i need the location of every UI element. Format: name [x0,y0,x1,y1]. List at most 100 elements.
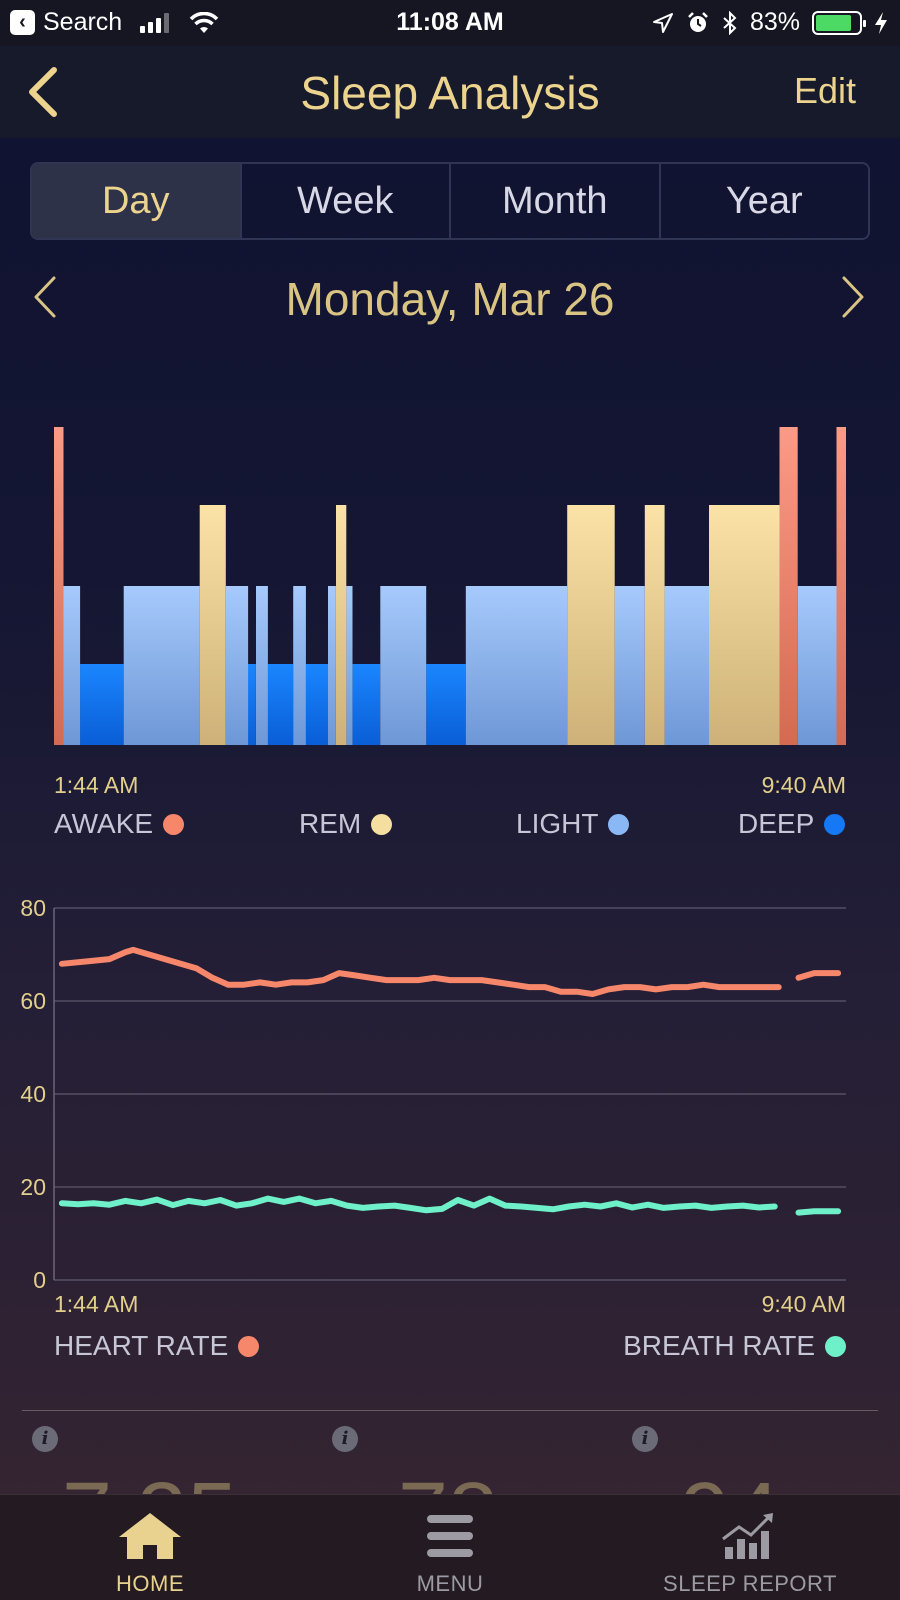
sleep-chart-end-time: 9:40 AM [761,772,846,798]
stage-bar-light [256,586,268,745]
stage-bar-deep [248,664,256,745]
location-icon [652,12,673,33]
segment-week[interactable]: Week [242,164,451,238]
stage-bar-deep [426,664,466,745]
y-tick-label: 20 [20,1174,46,1200]
awake-dot-icon [163,813,185,835]
stage-bar-rem [336,505,347,745]
vitals-chart-end-time: 9:40 AM [761,1291,846,1317]
page-title: Sleep Analysis [300,67,600,119]
back-to-app-icon[interactable]: ‹ [10,10,35,35]
status-bar: ‹ Search 11:08 AM 83% [0,0,900,46]
light-dot-icon [608,813,630,835]
legend-deep-label: DEEP [738,808,815,839]
vitals-chart: 0 20 40 60 80 [20,895,846,1293]
stat-value-3: 94 [680,1460,780,1494]
tab-menu[interactable]: MENU [300,1495,600,1600]
status-time: 11:08 AM [396,8,504,36]
stage-bar-rem [567,505,615,745]
deep-dot-icon [824,813,846,835]
rem-dot-icon [371,813,393,835]
y-tick-label: 80 [20,895,46,921]
back-chevron-icon[interactable] [24,64,64,120]
stage-bar-awake [54,427,64,745]
legend-light-label: LIGHT [516,808,599,839]
previous-day-chevron-icon[interactable] [28,274,64,320]
charging-icon [875,11,887,34]
status-left: ‹ Search [10,8,219,37]
stage-bar-light [225,586,249,745]
segment-day[interactable]: Day [32,164,242,238]
stat-sleep-duration-value: 7:35 [62,1460,237,1494]
stage-bar-light [614,586,645,745]
sleep-report-icon [722,1513,773,1559]
stage-bar-rem [199,505,226,745]
stage-bar-deep [352,664,381,745]
tab-home[interactable]: HOME [0,1495,300,1600]
back-to-app-label[interactable]: Search [43,8,123,36]
breath-rate-dot-icon [825,1335,846,1357]
heart-rate-line [58,946,782,997]
heart-rate-line-segment-2 [795,970,842,981]
legend-deep: DEEP [738,808,846,840]
wifi-icon [189,11,219,33]
home-icon [119,1513,181,1559]
date-navigator: Monday, Mar 26 [0,262,900,332]
stage-bar-awake [779,427,798,745]
tab-menu-label: MENU [416,1571,484,1596]
segment-month[interactable]: Month [451,164,661,238]
battery-icon [812,10,866,35]
legend-rem: REM [299,808,393,840]
y-tick-label: 60 [20,988,46,1014]
tab-sleep-report[interactable]: SLEEP REPORT [600,1495,900,1600]
tab-sleep-report-label: SLEEP REPORT [663,1571,837,1596]
info-icon[interactable]: i [332,1426,358,1452]
menu-icon [427,1515,473,1557]
stage-bar-light [664,586,709,745]
tab-home-label: HOME [116,1571,184,1596]
y-tick-label: 40 [20,1081,46,1107]
date-label: Monday, Mar 26 [285,273,615,325]
heart-rate-dot-icon [238,1335,260,1357]
legend-awake-label: AWAKE [54,808,154,839]
stage-bar-awake [836,427,846,745]
stage-bar-light [346,586,353,745]
stage-bar-rem [644,505,665,745]
next-day-chevron-icon[interactable] [834,274,870,320]
breath-rate-line-segment-2 [795,1208,842,1216]
stage-bar-deep [80,664,124,745]
y-tick-label: 0 [33,1267,46,1293]
vitals-chart-start-time: 1:44 AM [54,1291,139,1317]
period-segmented-control: Day Week Month Year [30,162,870,240]
stage-bar-light [63,586,81,745]
legend-rem-label: REM [299,808,362,839]
stage-bar-light [293,586,306,745]
stage-bar-light [797,586,837,745]
cellular-signal-icon [140,12,170,33]
info-icon[interactable]: i [32,1426,58,1452]
stage-bar-light [123,586,200,745]
nav-bar: Sleep Analysis Edit [0,46,900,138]
alarm-icon [688,11,708,32]
sleep-chart-start-time: 1:44 AM [54,772,139,798]
legend-breath-rate: BREATH RATE [623,1330,846,1362]
tab-bar: HOME MENU SLEEP REPORT [0,1494,900,1600]
segment-year[interactable]: Year [725,179,803,222]
stat-value-2: 78 [398,1460,498,1494]
legend-light: LIGHT [516,808,630,840]
stage-bar-deep [305,664,329,745]
battery-percent: 83% [749,8,800,36]
section-divider [22,1410,878,1411]
breath-rate-line [58,1195,778,1214]
legend-breath-rate-label: BREATH RATE [623,1330,815,1361]
stage-bar-light [380,586,427,745]
edit-button[interactable]: Edit [793,70,856,111]
status-right: 83% [652,8,888,37]
stage-bar-light [328,586,336,745]
stage-bar-light [465,586,568,745]
stage-bar-rem [709,505,780,745]
legend-heart-rate: HEART RATE [54,1330,260,1362]
info-icon[interactable]: i [632,1426,658,1452]
bluetooth-icon [723,10,737,35]
stage-bar-deep [267,664,294,745]
